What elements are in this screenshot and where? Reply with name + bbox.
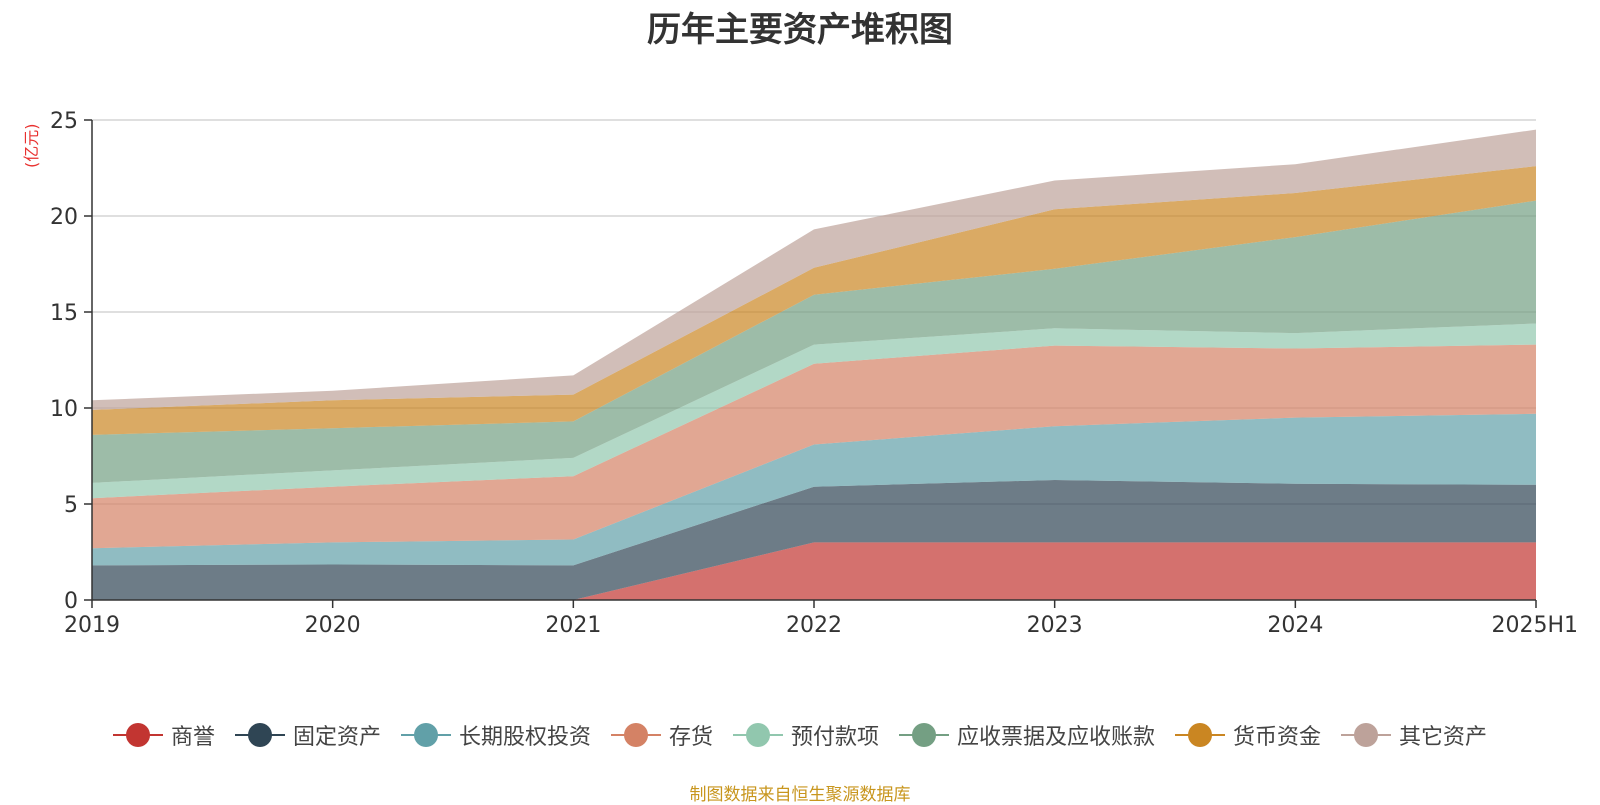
chart-title: 历年主要资产堆积图 <box>647 10 953 50</box>
legend-label: 预付款项 <box>791 725 880 750</box>
legend-marker-dot <box>413 723 438 747</box>
x-tick-label: 2024 <box>1267 613 1323 638</box>
legend-marker-icon <box>1175 723 1226 747</box>
legend-item[interactable]: 其它资产 <box>1341 719 1487 751</box>
legend-item[interactable]: 商誉 <box>112 719 215 751</box>
area-series <box>92 129 1536 600</box>
x-tick-label: 2023 <box>1027 613 1083 638</box>
legend-item[interactable]: 固定资产 <box>234 719 381 751</box>
y-tick-label: 25 <box>50 109 78 134</box>
legend-item[interactable]: 预付款项 <box>733 719 879 751</box>
legend-marker-dot <box>623 723 648 747</box>
area-存货 <box>92 344 1536 549</box>
y-tick-label: 0 <box>64 589 78 614</box>
legend-label: 长期股权投资 <box>458 725 591 750</box>
legend-label: 商誉 <box>170 725 215 750</box>
x-tick-label: 2020 <box>305 613 361 638</box>
y-tick-label: 15 <box>50 301 78 326</box>
legend-marker-icon <box>400 723 451 747</box>
x-tick-label: 2022 <box>786 613 842 638</box>
axes: 0 5 10 15 20 25 2019 2020 2021 2022 2023 2024 2025H1 <box>50 109 1578 638</box>
legend-marker-icon <box>899 723 950 747</box>
y-tick-label: 10 <box>50 397 78 422</box>
legend: 商誉 固定资产 长期股权投资 存货 预付款项 应收票据及应收账款 货币资金 其它资产 <box>0 720 1600 750</box>
legend-label: 固定资产 <box>292 725 381 750</box>
legend-label: 货币资金 <box>1233 725 1322 750</box>
x-tick-label: 2019 <box>64 613 120 638</box>
legend-marker-dot <box>746 723 770 747</box>
x-tick-label: 2025H1 <box>1491 613 1578 638</box>
area-预付款项 <box>92 323 1536 499</box>
area-货币资金 <box>92 166 1536 435</box>
stacked-area-chart: 0 5 10 15 20 25 2019 2020 2021 2022 2023 2024 2025H1 <box>50 109 1578 638</box>
legend-marker-icon <box>1341 723 1392 747</box>
area-商誉 <box>92 542 1536 600</box>
source-note: 制图数据来自恒生聚源数据库 <box>689 785 911 805</box>
legend-item[interactable]: 长期股权投资 <box>400 719 591 751</box>
legend-label: 存货 <box>668 725 713 750</box>
area-其它资产 <box>92 129 1536 410</box>
legend-label: 应收票据及应收账款 <box>957 725 1156 750</box>
area-长期股权投资 <box>92 413 1536 566</box>
legend-marker-icon <box>112 723 163 747</box>
legend-marker-icon <box>610 723 661 747</box>
legend-item[interactable]: 货币资金 <box>1175 719 1321 751</box>
legend-marker-dot <box>912 723 937 747</box>
y-tick-label: 20 <box>50 205 78 230</box>
legend-marker-dot <box>1188 723 1213 747</box>
legend-marker-dot <box>125 723 150 747</box>
legend-marker-dot <box>247 723 272 747</box>
area-应收票据及应收账款 <box>92 200 1536 483</box>
legend-marker-icon <box>234 723 285 747</box>
x-tick-label: 2021 <box>545 613 601 638</box>
legend-label: 其它资产 <box>1399 725 1488 750</box>
legend-item[interactable]: 应收票据及应收账款 <box>899 719 1155 751</box>
area-固定资产 <box>92 480 1536 600</box>
legend-marker-dot <box>1354 723 1379 747</box>
y-tick-label: 5 <box>64 493 78 518</box>
legend-marker-icon <box>733 723 783 747</box>
legend-item[interactable]: 存货 <box>610 719 713 751</box>
